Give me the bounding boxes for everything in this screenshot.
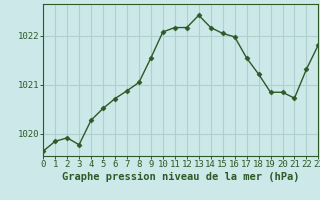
X-axis label: Graphe pression niveau de la mer (hPa): Graphe pression niveau de la mer (hPa): [62, 172, 300, 182]
